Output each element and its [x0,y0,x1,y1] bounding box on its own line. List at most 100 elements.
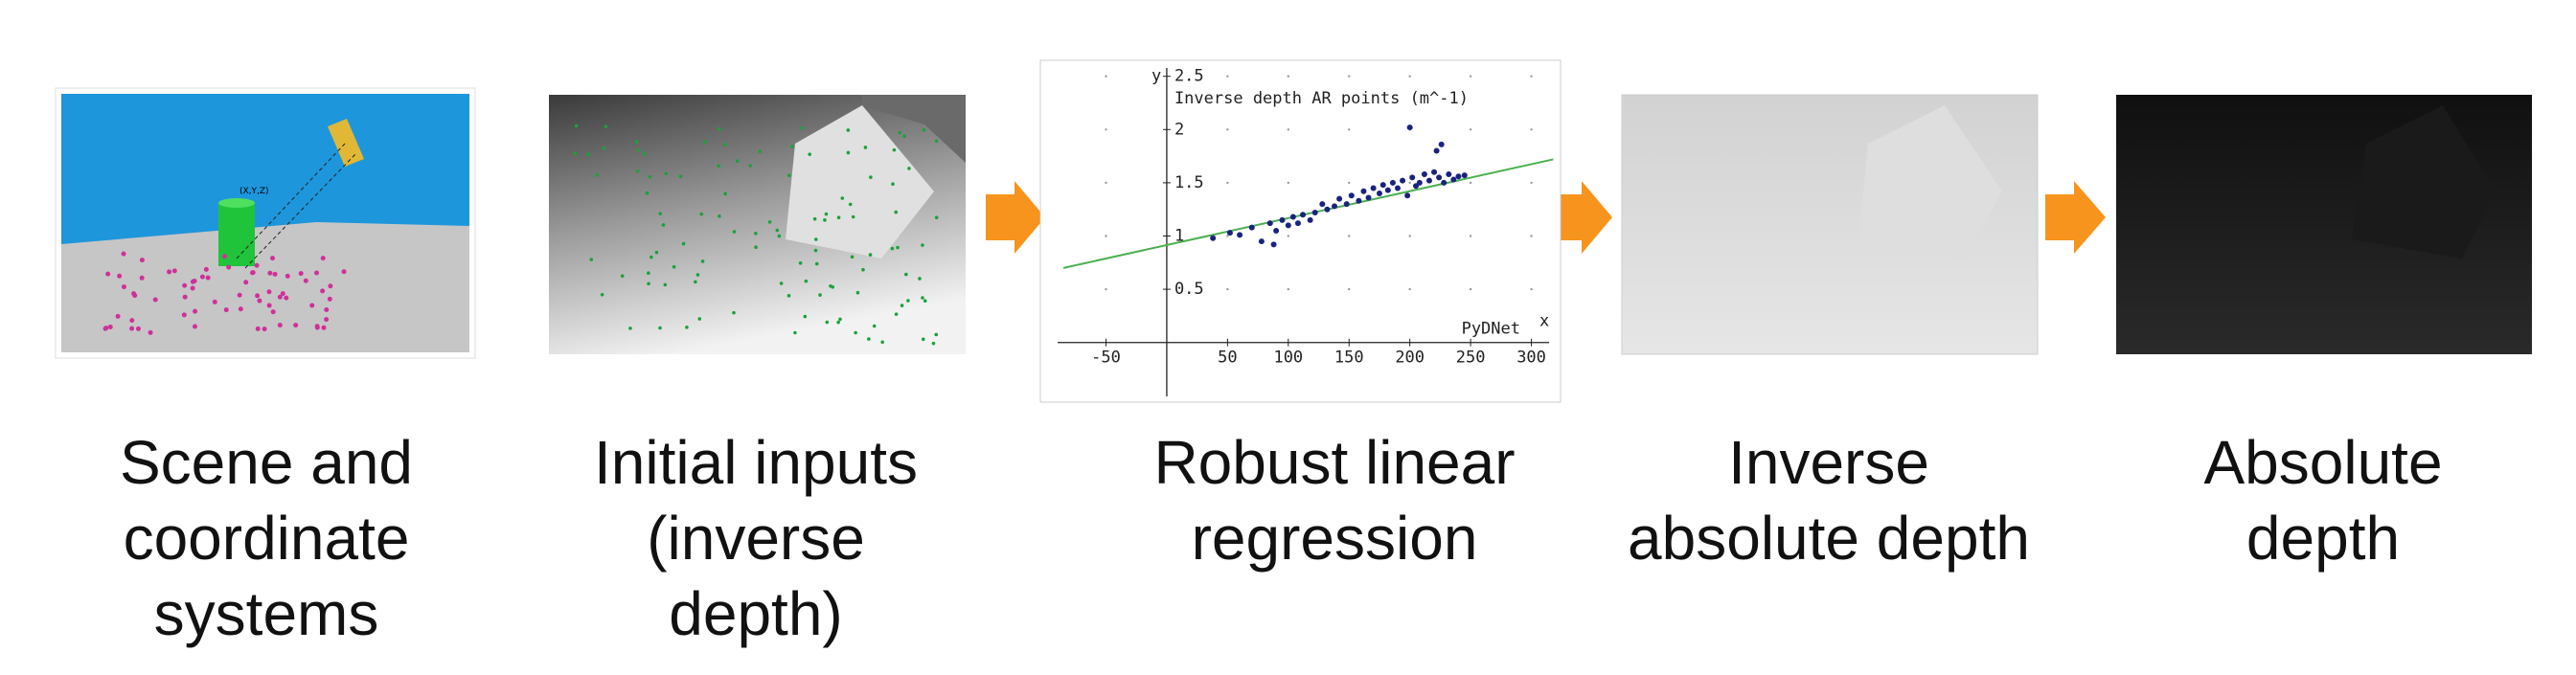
sparse-point [798,260,803,265]
grid-dot [1469,128,1472,131]
grid-dot [1530,235,1533,237]
data-point [1237,232,1243,238]
scene-point [267,270,273,276]
sparse-point [604,124,608,128]
scene-point [262,326,267,332]
scene-point [277,294,283,300]
sparse-point [829,283,832,288]
sparse-point [636,148,641,152]
sparse-point [867,337,871,341]
grid-dot [1469,75,1472,78]
sparse-point [813,237,818,241]
sparse-point [934,215,939,219]
scene-point [320,256,326,261]
arrow [1553,181,1612,254]
sparse-point [923,299,927,304]
grid-dot [1530,181,1533,185]
data-point [1425,177,1432,184]
caption-line: (inverse [647,504,865,573]
data-point [1324,206,1331,213]
scene-point [192,324,197,329]
scene-point [117,273,123,279]
sparse-point [790,145,794,148]
sparse-point [894,210,899,214]
sparse-point [620,274,625,279]
sparse-point [645,191,650,195]
scene-point [135,326,141,331]
scene-point [167,269,172,275]
y-tick-label: 2.5 [1174,67,1204,86]
sparse-point [818,293,822,297]
data-point [1356,197,1362,204]
data-point [1279,216,1286,223]
grid-dot [1105,287,1107,291]
sparse-point [840,196,845,200]
scene-point [255,326,261,331]
sparse-point [694,280,697,284]
caption-line: systems [154,579,379,648]
caption-line: Inverse [1728,428,1929,497]
data-point [1400,177,1406,184]
sparse-point [672,264,676,269]
scene-point [103,326,109,331]
data-point [1455,173,1462,180]
sparse-point [851,214,855,219]
scene-point [321,325,327,330]
scene-point [139,275,145,281]
data-point [1226,230,1233,236]
sparse-point [695,273,700,277]
data-point [1370,185,1377,191]
sparse-point [723,143,727,146]
grid-dot [1105,181,1107,185]
scene-point [107,325,113,330]
data-point [1450,176,1457,183]
scene-point [324,307,330,313]
scene-point [266,289,272,295]
sparse-point [838,317,842,322]
scene-point [115,313,121,319]
sparse-point [661,223,666,227]
x-tick-label: -50 [1091,349,1121,368]
sparse-point [589,258,594,261]
sparse-point [735,159,740,164]
data-point [1273,227,1280,234]
sparse-point [787,173,791,178]
sparse-point [699,212,704,216]
sparse-point [685,326,689,329]
caption-line: coordinate [124,504,410,573]
sparse-point [812,216,817,221]
sparse-point [880,340,884,345]
scene-point [303,278,308,283]
scene-point [121,251,126,257]
scene-point [193,308,198,314]
caption-line: Robust linear [1153,428,1515,497]
data-point [1319,201,1326,208]
sparse-point [643,151,647,156]
y-tick-label: 1 [1174,227,1184,246]
sparse-point [872,324,877,328]
sparse-point [793,330,797,335]
grid-dot [1408,235,1411,237]
data-point [1438,141,1445,147]
scene-point [257,298,262,304]
sparse-point [697,317,702,321]
scene-point [298,271,304,277]
y-tick-label: 2 [1174,120,1184,139]
scene-point [250,270,256,276]
grid-dot [1469,235,1472,237]
data-point [1379,182,1386,189]
grid-dot [1348,235,1351,237]
sparse-point [732,310,736,315]
scene-point [314,325,320,330]
sparse-point [595,173,600,177]
sparse-point [846,128,851,132]
sparse-point [931,341,936,346]
scene-image: (X,Y,Z) [55,87,476,359]
grid-dot [1348,75,1351,78]
grid-dot [1105,75,1107,78]
caption: Robust linear regression [1153,428,1515,573]
grid-dot [1226,181,1229,185]
x-tick-label: 100 [1273,349,1303,368]
